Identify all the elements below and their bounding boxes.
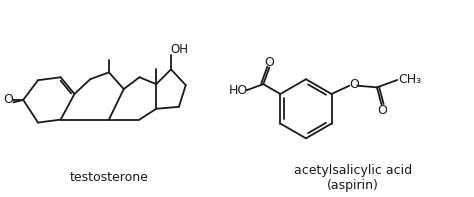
Text: acetylsalicylic acid
(aspirin): acetylsalicylic acid (aspirin): [294, 164, 412, 192]
Text: OH: OH: [171, 43, 189, 56]
Text: O: O: [3, 93, 13, 106]
Text: O: O: [264, 56, 274, 69]
Text: CH₃: CH₃: [399, 73, 422, 86]
Text: O: O: [349, 78, 359, 91]
Text: O: O: [378, 104, 387, 117]
Text: HO: HO: [229, 84, 248, 97]
Text: testosterone: testosterone: [70, 171, 148, 184]
